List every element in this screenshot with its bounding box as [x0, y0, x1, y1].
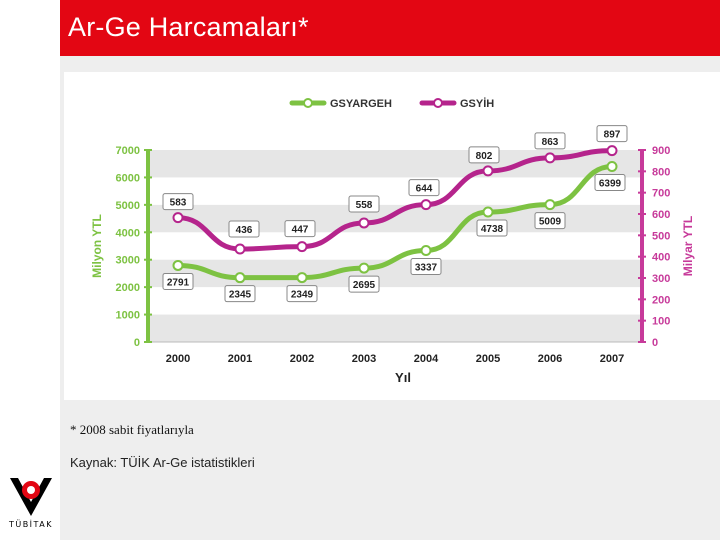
data-label-gsyih: 583 — [170, 198, 187, 209]
data-label-gsyargeh: 2695 — [353, 280, 376, 291]
series-lines — [172, 145, 618, 284]
legend-label: GSYİH — [460, 97, 494, 110]
data-point — [358, 217, 370, 229]
data-label-gsyih: 802 — [476, 151, 493, 162]
grid-band — [148, 259, 642, 288]
right-axis-tick-label: 300 — [652, 273, 670, 285]
data-label-gsyih: 897 — [604, 130, 621, 141]
data-label-gsyih: 644 — [416, 184, 433, 195]
data-point — [296, 272, 308, 284]
data-label-gsyargeh: 4738 — [481, 224, 504, 235]
x-tick-label: 2004 — [414, 353, 439, 365]
grid-band — [148, 204, 642, 233]
data-label-gsyih-box — [468, 146, 500, 164]
data-label-gsyargeh: 3337 — [415, 262, 438, 273]
data-label-gsyih-box — [534, 132, 566, 150]
x-axis-label: Yıl — [395, 370, 411, 385]
data-point — [420, 244, 432, 256]
footnote: * 2008 sabit fiyatlarıyla — [70, 422, 194, 437]
logo-text: TÜBİTAK — [8, 520, 54, 529]
legend: GSYARGEH GSYİH — [289, 97, 494, 110]
right-axis-label: Milyar YTL — [681, 216, 695, 276]
data-point — [606, 145, 618, 157]
left-axis-label: Milyon YTL — [90, 214, 104, 278]
data-label-gsyargeh-box — [476, 219, 508, 237]
data-point — [482, 206, 494, 218]
data-point — [172, 259, 184, 271]
data-label-gsyih-box — [596, 125, 628, 143]
legend-marker — [303, 98, 313, 108]
right-axis-tick-label: 900 — [652, 145, 670, 157]
right-axis-tick-label: 600 — [652, 209, 670, 221]
left-axis-tick-label: 6000 — [116, 172, 140, 184]
left-strip — [0, 0, 60, 540]
data-label-gsyargeh: 6399 — [599, 178, 622, 189]
x-tick-label: 2007 — [600, 353, 624, 365]
source-note: Kaynak: TÜİK Ar-Ge istatistikleri — [70, 455, 255, 470]
data-label-gsyargeh: 2345 — [229, 290, 252, 301]
data-label-gsyargeh-box — [286, 285, 318, 303]
data-labels: 2791 2345 2349 2695 3337 4738 5009 6399 583 436 44… — [162, 125, 628, 303]
data-label-gsyih: 558 — [356, 200, 373, 211]
left-axis-tick-label: 0 — [134, 337, 140, 349]
right-axis-tick-label: 800 — [652, 166, 670, 178]
right-axis-tick-label: 200 — [652, 294, 670, 306]
x-tick-label: 2003 — [352, 353, 376, 365]
data-point — [172, 212, 184, 224]
data-point — [234, 272, 246, 284]
right-axis-tick-label: 100 — [652, 316, 670, 328]
left-axis-tick-label: 4000 — [116, 227, 140, 239]
right-axis-tick-label: 400 — [652, 252, 670, 264]
data-label-gsyih: 436 — [236, 225, 253, 236]
data-point — [296, 241, 308, 253]
axes: 0 1000 2000 3000 4000 5000 6000 7000 Milyon YTL 0… — [90, 145, 695, 385]
chart: 0 1000 2000 3000 4000 5000 6000 7000 Milyon YTL 0… — [90, 97, 695, 385]
data-label-gsyargeh-box — [224, 285, 256, 303]
data-label-gsyargeh-box — [348, 275, 380, 293]
data-label-gsyih-box — [348, 195, 380, 213]
data-label-gsyargeh: 2349 — [291, 290, 314, 301]
x-tick-label: 2001 — [228, 353, 252, 365]
right-axis-tick-label: 0 — [652, 337, 658, 349]
data-label-gsyargeh: 5009 — [539, 217, 562, 228]
data-label-gsyih-box — [284, 220, 316, 238]
data-label-gsyargeh: 2791 — [167, 277, 190, 288]
right-axis-tick-label: 700 — [652, 188, 670, 200]
right-axis-tick-label: 500 — [652, 230, 670, 242]
title-bar: Ar-Ge Harcamaları* — [60, 0, 720, 56]
grid-band — [148, 150, 642, 178]
x-tick-label: 2002 — [290, 353, 314, 365]
left-axis-tick-label: 1000 — [116, 310, 140, 322]
data-label-gsyih-box — [408, 179, 440, 197]
data-point — [234, 243, 246, 255]
data-point — [544, 199, 556, 211]
grid-band — [148, 314, 642, 342]
data-point — [358, 262, 370, 274]
page-title: Ar-Ge Harcamaları* — [68, 12, 309, 42]
data-label-gsyargeh-box — [534, 212, 566, 230]
left-axis-tick-label: 7000 — [116, 145, 140, 157]
data-label-gsyih-box — [162, 193, 194, 211]
data-label-gsyih-box — [228, 220, 260, 238]
data-point — [420, 199, 432, 211]
left-axis-tick-label: 3000 — [116, 255, 140, 267]
legend-label: GSYARGEH — [330, 98, 392, 110]
legend-marker — [433, 98, 443, 108]
data-point — [544, 152, 556, 164]
tubitak-logo-icon — [10, 478, 52, 516]
x-tick-label: 2005 — [476, 353, 500, 365]
left-axis-tick-label: 2000 — [116, 282, 140, 294]
x-tick-label: 2000 — [166, 353, 190, 365]
left-axis-tick-label: 5000 — [116, 200, 140, 212]
data-point — [482, 165, 494, 177]
data-point — [606, 160, 618, 172]
data-label-gsyih: 863 — [542, 137, 559, 148]
data-label-gsyargeh-box — [594, 173, 626, 191]
data-label-gsyargeh-box — [162, 272, 194, 290]
data-label-gsyih: 447 — [292, 225, 309, 236]
x-tick-label: 2006 — [538, 353, 562, 365]
data-label-gsyargeh-box — [410, 257, 442, 275]
